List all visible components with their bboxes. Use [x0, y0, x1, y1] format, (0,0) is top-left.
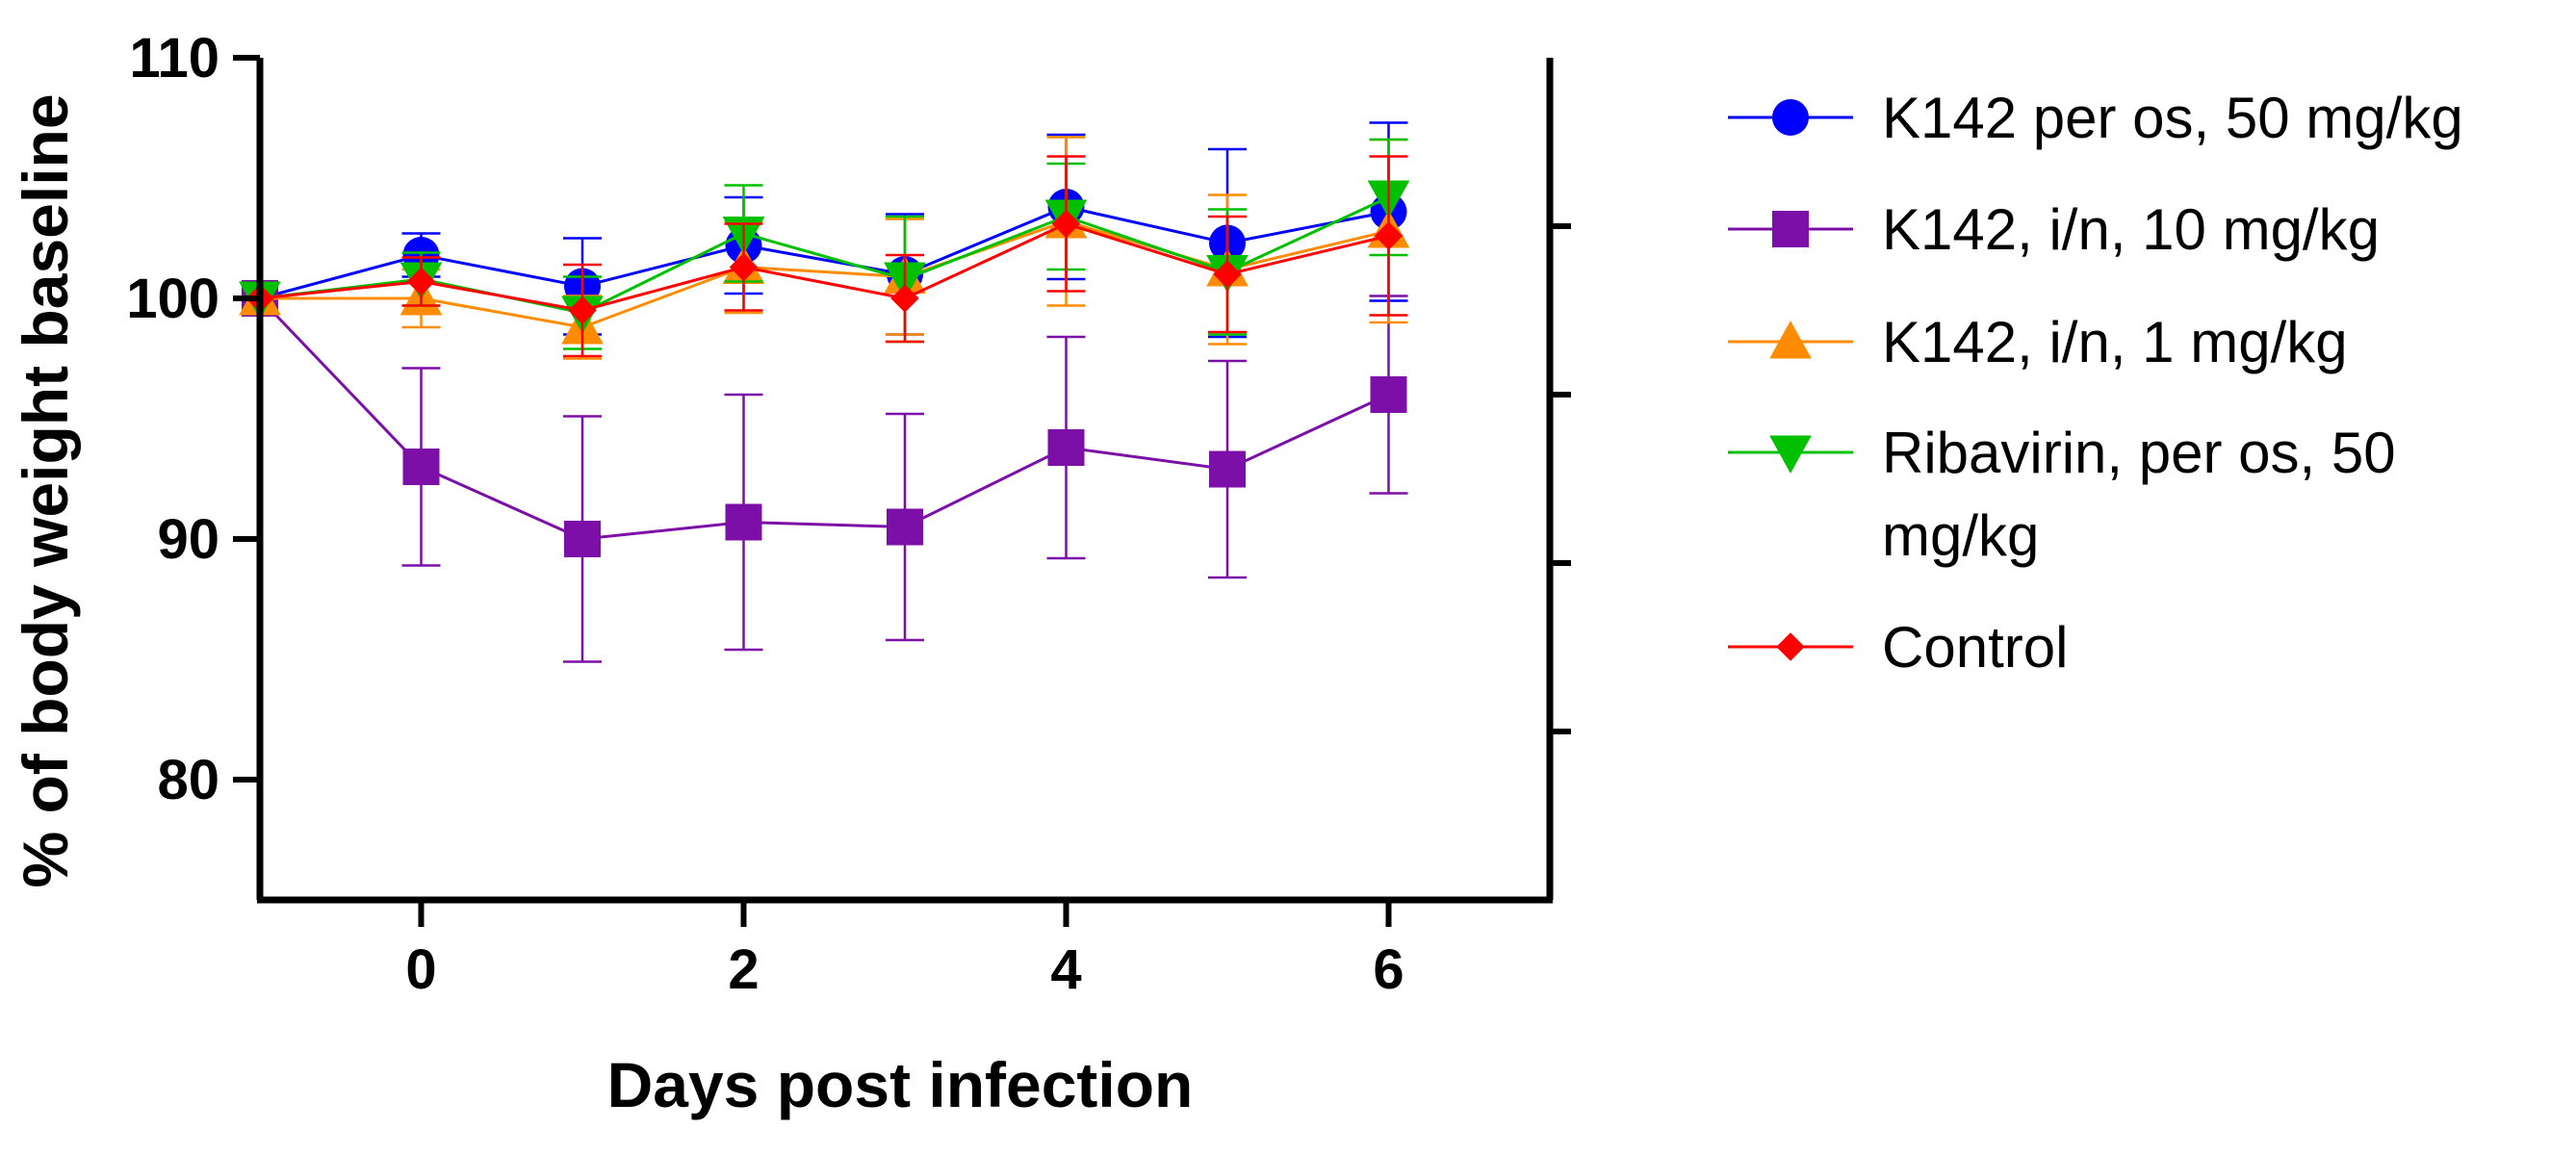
legend-label-line1: Ribavirin, per os, 50	[1882, 421, 2396, 485]
y-tick-label: 90	[157, 508, 219, 571]
series-line	[259, 205, 1389, 300]
y-tick-label: 80	[157, 749, 219, 811]
data-point	[1209, 450, 1246, 488]
legend-label: K142 per os, 50 mg/kg	[1882, 86, 2463, 150]
legend-label: Ribavirin, per os, 50 mg/kg	[1882, 421, 2396, 568]
x-axis-title: Days post infection	[607, 1049, 1194, 1120]
data-point	[402, 449, 440, 485]
series-line	[259, 195, 1390, 315]
x-tick-label: 0	[405, 938, 436, 1001]
data-point	[564, 521, 601, 557]
legend-entry-3: K142, i/n, 1 mg/kg	[1728, 310, 2348, 374]
y-axis-title: % of body weight baseline	[10, 93, 81, 887]
data-point	[887, 508, 923, 546]
legend-label: K142, i/n, 10 mg/kg	[1882, 197, 2380, 262]
data-point	[1213, 260, 1242, 289]
legend-marker	[1769, 435, 1812, 474]
legend-entry-1: K142 per os, 50 mg/kg	[1728, 86, 2463, 150]
data-point	[406, 267, 436, 296]
x-tick-label: 6	[1373, 938, 1404, 1001]
data-point	[1370, 376, 1407, 413]
data-point	[1051, 209, 1081, 239]
series-line	[259, 221, 1389, 313]
legend-marker	[1776, 632, 1805, 661]
data-point	[890, 284, 919, 313]
legend-entry-4: Ribavirin, per os, 50 mg/kg	[1728, 421, 2396, 568]
y-tick-label: 110	[129, 27, 219, 90]
legend-marker	[1769, 321, 1812, 359]
data-point	[725, 503, 762, 541]
legend-entry-5: Control	[1728, 615, 2068, 680]
legend-marker	[1772, 99, 1809, 136]
x-tick-label: 4	[1050, 938, 1081, 1001]
data-point	[568, 295, 597, 325]
y-tick-label: 100	[126, 268, 219, 330]
legend-label-line2: mg/kg	[1882, 503, 2039, 568]
legend-label: K142, i/n, 1 mg/kg	[1882, 310, 2348, 374]
legend-marker	[1772, 211, 1809, 247]
data-point	[1047, 429, 1085, 466]
series-line	[258, 296, 1390, 541]
data-point	[729, 252, 759, 282]
data-point	[1374, 221, 1404, 250]
legend: K142 per os, 50 mg/kg K142, i/n, 10 mg/kg…	[1728, 86, 2463, 680]
plot-area	[239, 121, 1410, 663]
legend-entry-2: K142, i/n, 10 mg/kg	[1728, 197, 2380, 262]
axes: 80 90 100 110 0 2 4 6	[126, 27, 1571, 1001]
series-5	[245, 155, 1408, 358]
legend-label: Control	[1882, 615, 2068, 680]
x-tick-label: 2	[728, 938, 759, 1001]
